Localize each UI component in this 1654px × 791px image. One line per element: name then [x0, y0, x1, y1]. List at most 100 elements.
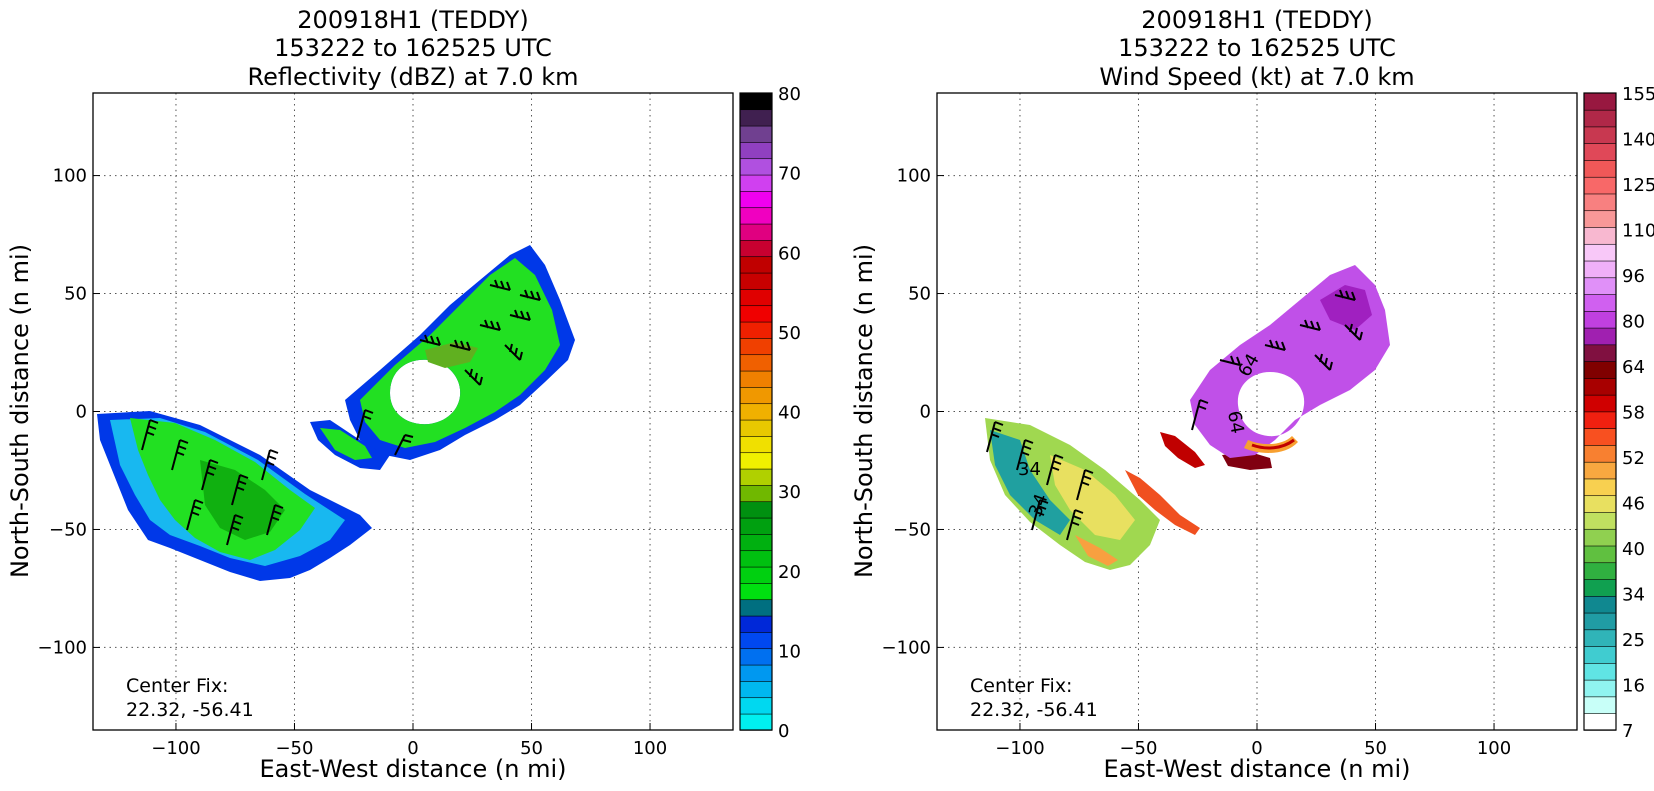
wind-speed-colorbar-label: 125	[1622, 175, 1654, 196]
wind-speed-colorbar-swatch	[1583, 193, 1617, 212]
wind-speed-colorbar-frame	[1583, 92, 1617, 731]
wind-speed-colorbar-swatch	[1583, 662, 1617, 681]
wind-speed-colorbar-swatch	[1583, 159, 1617, 178]
reflectivity-colorbar: 0 10 20 30 40 50 60 70 80	[739, 84, 801, 742]
wind-barb	[1076, 469, 1094, 501]
reflectivity-colorbar-frame	[739, 92, 773, 731]
reflectivity-colorbar-swatch	[739, 256, 773, 274]
reflectivity-colorbar-label: 60	[778, 243, 801, 264]
reflectivity-colorbar-swatch	[739, 419, 773, 437]
wind-speed-mid-red	[1160, 432, 1205, 468]
wind-speed-x-ticks: −100 −50 0 50 100	[995, 723, 1511, 759]
reflectivity-colorbar-swatch	[739, 386, 773, 405]
wind-barb	[1031, 499, 1049, 531]
reflectivity-y-axis-label: North-South distance (n mi)	[6, 244, 34, 578]
reflectivity-colorbar-swatch	[739, 370, 773, 388]
reflectivity-colorbar-swatch	[739, 174, 773, 192]
wind-speed-center-fix-value: 22.32, -56.41	[970, 699, 1098, 721]
reflectivity-x-tick-label: 0	[407, 738, 418, 759]
wind-speed-center-fix-label: Center Fix:	[970, 675, 1072, 697]
reflectivity-x-axis-label: East-West distance (n mi)	[259, 755, 566, 783]
reflectivity-wind-barbs	[141, 279, 541, 546]
reflectivity-colorbar-label: 40	[778, 403, 801, 424]
wind-speed-colorbar-swatch	[1583, 327, 1617, 346]
wind-barb	[171, 439, 189, 471]
wind-barb	[1334, 289, 1356, 301]
reflectivity-colorbar-swatch	[739, 517, 773, 535]
wind-speed-title-line1: 200918H1 (TEDDY)	[1141, 6, 1372, 34]
reflectivity-x-tick-label: 50	[520, 738, 543, 759]
wind-speed-colorbar-swatch	[1583, 679, 1617, 698]
reflectivity-center-fix-label: Center Fix:	[126, 675, 228, 697]
wind-speed-x-tick-label: 100	[1477, 738, 1511, 759]
wind-speed-sw-yellow	[1050, 455, 1135, 540]
wind-speed-colorbar-label: 7	[1622, 721, 1633, 742]
wind-speed-colorbar-label: 96	[1622, 266, 1645, 287]
reflectivity-gridlines	[93, 93, 733, 730]
wind-speed-colorbar-label: 25	[1622, 630, 1645, 651]
reflectivity-colorbar-swatch	[739, 566, 773, 584]
wind-speed-colorbar-swatch	[1583, 176, 1617, 195]
reflectivity-colorbar-swatch	[739, 337, 773, 356]
reflectivity-y-tick-label: −50	[49, 519, 87, 540]
reflectivity-colorbar-swatch	[739, 141, 773, 160]
reflectivity-colorbar-swatch	[739, 223, 773, 241]
wind-speed-y-tick-label: 50	[908, 284, 931, 305]
wind-speed-colorbar-swatch	[1583, 461, 1617, 480]
wind-speed-title-line3: Wind Speed (kt) at 7.0 km	[1099, 63, 1414, 91]
reflectivity-colorbar-label: 20	[778, 562, 801, 583]
wind-speed-colorbar-swatch	[1583, 712, 1617, 731]
wind-speed-ne-core	[1320, 285, 1372, 330]
reflectivity-colorbar-swatch	[739, 501, 773, 519]
reflectivity-colorbar-swatch	[739, 435, 773, 454]
wind-speed-colorbar-swatch	[1583, 562, 1617, 580]
wind-speed-colorbar-label: 64	[1622, 357, 1645, 378]
wind-speed-x-tick-label: 50	[1364, 738, 1387, 759]
wind-speed-colorbar-swatch	[1583, 360, 1617, 379]
reflectivity-colorbar-label: 0	[778, 721, 789, 742]
reflectivity-sw-darkgreen	[200, 460, 285, 540]
reflectivity-x-tick-label: −100	[151, 738, 200, 759]
wind-speed-colorbar-swatch	[1583, 595, 1617, 614]
wind-speed-colorbar-swatch	[1583, 495, 1617, 513]
reflectivity-colorbar-label: 70	[778, 164, 801, 185]
wind-speed-y-tick-label: 100	[897, 166, 931, 187]
wind-barb	[1191, 399, 1209, 431]
wind-speed-colorbar-swatch	[1583, 612, 1617, 631]
reflectivity-x-tick-label: 100	[633, 738, 667, 759]
reflectivity-y-tick-label: 0	[76, 402, 87, 423]
reflectivity-colorbar-swatch	[739, 599, 773, 617]
reflectivity-colorbar-label: 30	[778, 482, 801, 503]
wind-speed-y-tick-label: 0	[920, 402, 931, 423]
wind-speed-colorbar-swatch	[1583, 377, 1617, 396]
wind-barb	[1066, 509, 1084, 541]
wind-speed-colorbar-swatch	[1583, 243, 1617, 262]
wind-speed-colorbar-swatch	[1583, 645, 1617, 664]
reflectivity-colorbar-swatch	[739, 354, 773, 372]
wind-speed-y-axis-label: North-South distance (n mi)	[850, 244, 878, 578]
reflectivity-colorbar-swatch	[739, 92, 773, 111]
wind-barb	[986, 421, 1004, 453]
wind-barb	[266, 504, 284, 536]
wind-speed-colorbar-swatch	[1583, 109, 1617, 128]
reflectivity-field	[97, 245, 575, 581]
reflectivity-title-line2: 153222 to 162525 UTC	[274, 34, 552, 62]
wind-speed-colorbar-swatch	[1583, 696, 1617, 714]
wind-speed-y-ticks: −100 −50 0 50 100	[882, 166, 944, 658]
wind-barb	[394, 434, 414, 456]
wind-speed-colorbar: 7 16 25 34 40 46 52 58 64 80 96 110 125 140 155	[1583, 84, 1654, 742]
wind-barb	[201, 459, 219, 491]
wind-speed-x-tick-label: 0	[1251, 738, 1262, 759]
wind-barb	[1046, 454, 1064, 486]
wind-speed-colorbar-swatch	[1583, 394, 1617, 413]
reflectivity-title-line3: Reflectivity (dBZ) at 7.0 km	[248, 63, 579, 91]
reflectivity-colorbar-swatch	[739, 272, 773, 290]
reflectivity-colorbar-swatch	[739, 631, 773, 650]
wind-barb	[1299, 319, 1321, 331]
wind-speed-colorbar-swatch	[1583, 444, 1617, 463]
wind-barb	[1219, 355, 1241, 366]
reflectivity-colorbar-swatch	[739, 158, 773, 176]
wind-speed-colorbar-swatch	[1583, 528, 1617, 547]
wind-barb	[509, 309, 531, 321]
wind-speed-colorbar-swatch	[1583, 92, 1617, 111]
